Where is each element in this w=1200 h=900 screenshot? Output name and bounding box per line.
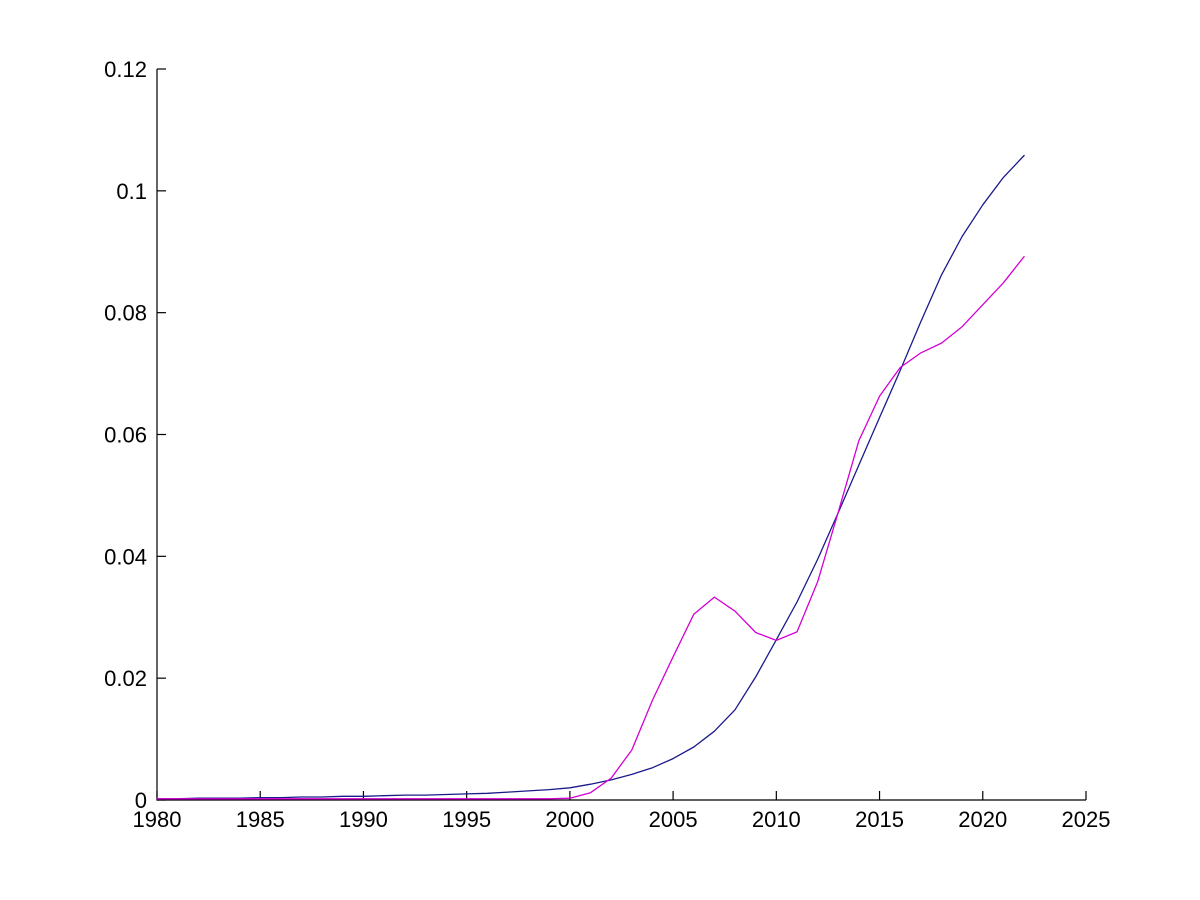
x-tick-label-1995: 1995 [442,807,491,832]
y-tick-label-0.08: 0.08 [104,301,147,326]
x-tick-label-1990: 1990 [339,807,388,832]
y-tick-label-0.06: 0.06 [104,423,147,448]
x-tick-label-1985: 1985 [236,807,285,832]
x-tick-label-2005: 2005 [649,807,698,832]
x-tick-label-2000: 2000 [545,807,594,832]
x-tick-label-2015: 2015 [855,807,904,832]
x-tick-label-2010: 2010 [752,807,801,832]
y-tick-label-0.1: 0.1 [116,179,147,204]
x-tick-label-2020: 2020 [958,807,1007,832]
x-tick-label-1980: 1980 [133,807,182,832]
y-tick-label-0.02: 0.02 [104,666,147,691]
magenta-jagged-curve [156,255,1025,800]
axis-lines [156,69,1086,801]
y-tick-label-0.12: 0.12 [104,57,147,82]
y-tick-label-0: 0 [135,788,147,813]
y-tick-label-0.04: 0.04 [104,544,147,569]
dark-blue-smooth-curve [156,154,1025,800]
x-tick-label-2025: 2025 [1062,807,1111,832]
